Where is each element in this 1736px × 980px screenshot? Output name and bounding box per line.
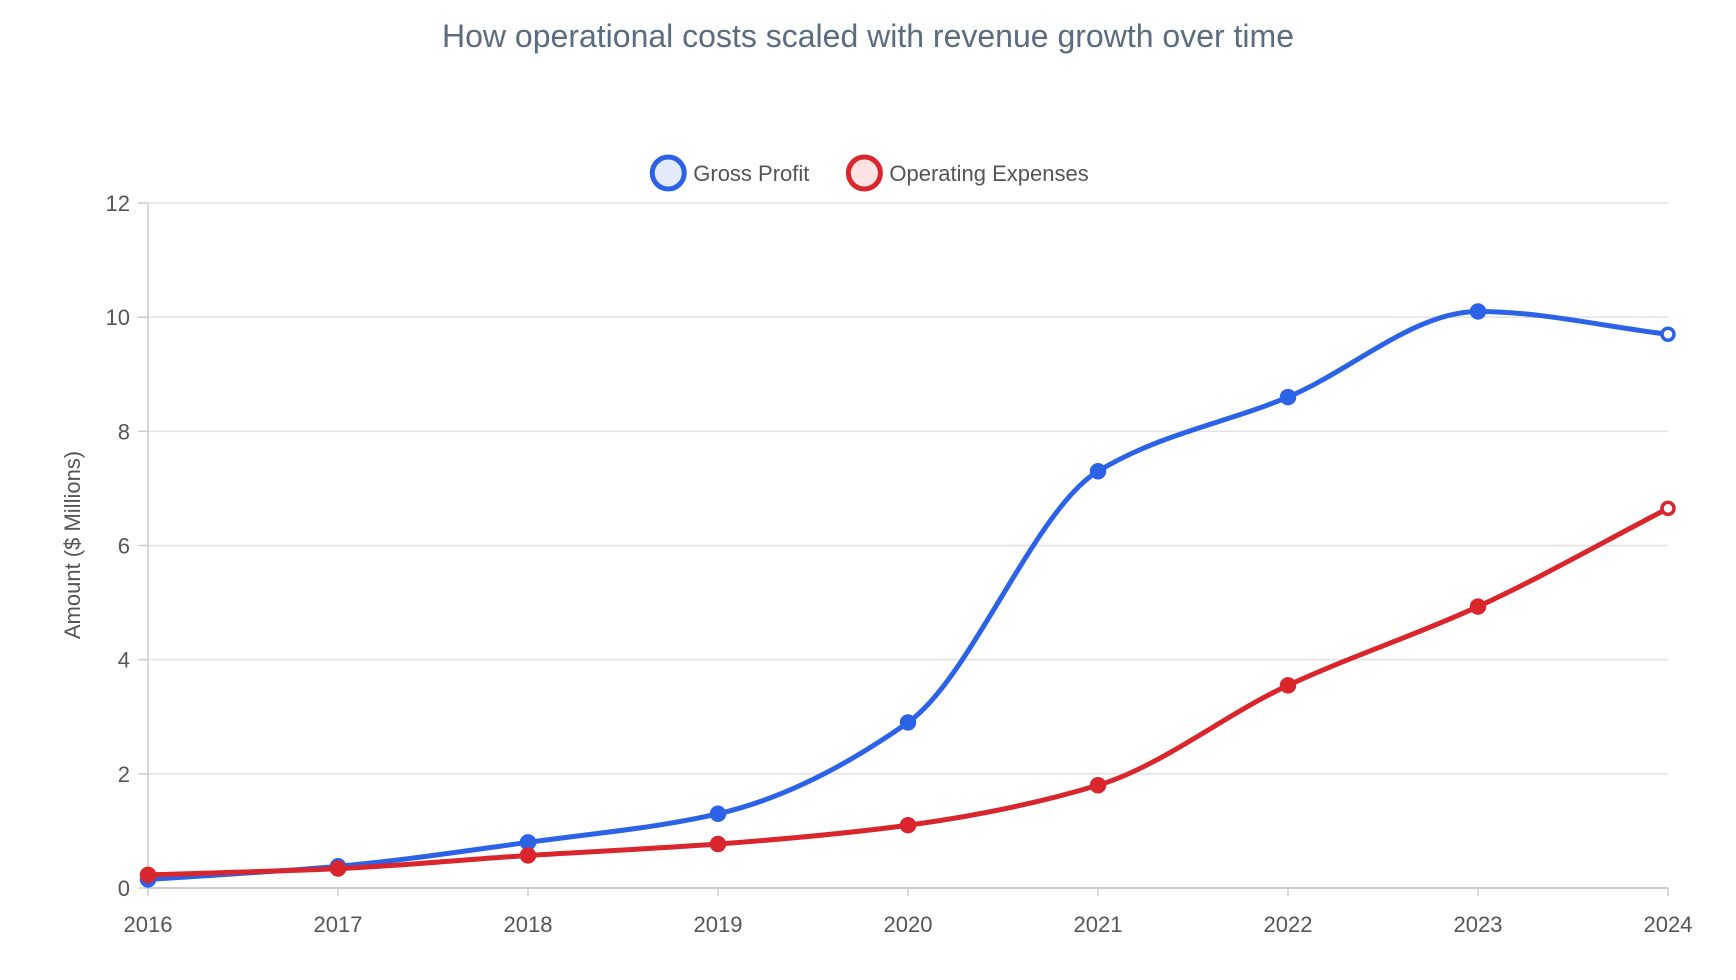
data-point-operating-expenses[interactable] (329, 860, 347, 877)
x-tick-label: 2023 (1454, 912, 1503, 937)
legend: Gross Profit Operating Expenses (649, 154, 1089, 192)
data-point-gross-profit[interactable] (1469, 303, 1487, 320)
data-point-operating-expenses[interactable] (899, 816, 917, 834)
chart-title: How operational costs scaled with revenu… (442, 18, 1294, 54)
data-point-gross-profit[interactable] (1279, 388, 1297, 406)
data-point-operating-expenses[interactable] (519, 847, 537, 864)
x-tick-label: 2024 (1644, 912, 1693, 937)
y-tick-label: 4 (118, 648, 130, 673)
y-tick-label: 12 (106, 191, 130, 216)
x-tick-label: 2018 (504, 912, 553, 937)
x-tick-label: 2020 (884, 912, 933, 937)
data-point-gross-profit[interactable] (1089, 463, 1107, 480)
x-tick-label: 2016 (124, 912, 173, 937)
y-tick-label: 8 (118, 419, 130, 444)
x-tick-label: 2021 (1074, 912, 1123, 937)
data-point-operating-expenses[interactable] (709, 835, 727, 853)
data-point-gross-profit[interactable] (899, 714, 917, 731)
x-tick-label: 2019 (694, 912, 743, 937)
y-tick-label: 10 (106, 305, 130, 330)
legend-item-operating-expenses[interactable]: Operating Expenses (845, 154, 1089, 192)
grid-lines (148, 202, 1668, 775)
legend-label: Gross Profit (693, 161, 809, 186)
data-point-operating-expenses[interactable] (1089, 777, 1107, 794)
y-tick-label: 6 (118, 534, 130, 559)
data-point-gross-profit[interactable] (709, 805, 727, 823)
data-point-operating-expenses[interactable] (1660, 500, 1676, 517)
y-tick-label: 0 (118, 876, 130, 901)
legend-label: Operating Expenses (889, 161, 1088, 186)
x-tick-label: 2022 (1264, 912, 1313, 937)
data-point-operating-expenses[interactable] (139, 866, 157, 884)
data-point-gross-profit[interactable] (1660, 326, 1676, 343)
legend-marker-icon (845, 154, 883, 192)
legend-marker-icon (649, 154, 687, 192)
legend-item-gross-profit[interactable]: Gross Profit (649, 154, 809, 192)
data-point-operating-expenses[interactable] (1469, 598, 1487, 615)
x-tick-label: 2017 (314, 912, 363, 937)
axes: 0 2 4 6 8 10 12 2016 2017 2018 2019 2020 2021 2022 202… (106, 191, 1693, 937)
series-line-gross-profit (145, 308, 1671, 882)
y-tick-label: 2 (118, 762, 130, 787)
series-layer (139, 303, 1676, 888)
data-point-operating-expenses[interactable] (1279, 677, 1297, 694)
y-axis-title: Amount ($ Millions) (60, 451, 85, 639)
